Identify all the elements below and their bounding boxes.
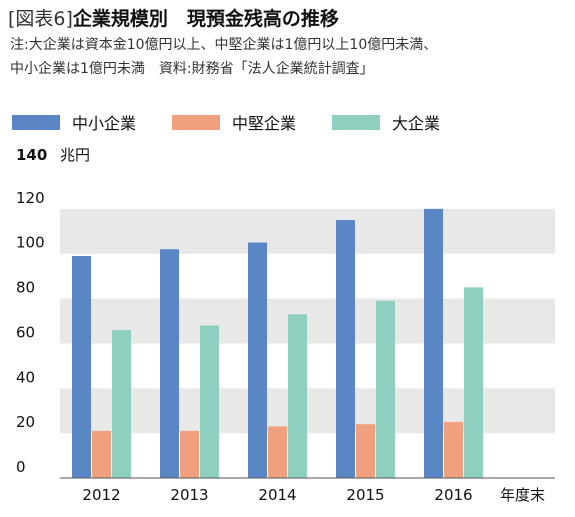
bar-small-2014 [248, 242, 267, 478]
chart-title: 企業規模別 現預金残高の推移 [72, 8, 339, 30]
legend-label-small: 中小企業 [72, 114, 137, 133]
legend-item-mid: 中堅企業 [172, 110, 296, 134]
x-unit-label: 年度末 [500, 486, 545, 504]
bars [72, 208, 483, 479]
legend-item-small: 中小企業 [12, 110, 136, 134]
x-tick-label: 2015 [346, 486, 384, 504]
bar-mid-2014 [268, 426, 287, 478]
bar-large-2015 [376, 300, 395, 478]
x-tick-label: 2016 [434, 486, 472, 504]
y-tick-labels: 0 20 40 60 80 100 120 140 [16, 146, 47, 476]
figure-tag: [図表6] [8, 8, 73, 30]
bar-mid-2013 [180, 430, 199, 478]
bar-small-2012 [72, 255, 91, 478]
bar-large-2013 [200, 325, 219, 478]
x-tick-labels: 2012 2013 2014 2015 2016 [82, 486, 472, 504]
x-tick-label: 2012 [82, 486, 120, 504]
chart-title-row: [図表6] 企業規模別 現預金残高の推移 [8, 4, 339, 31]
bar-large-2014 [288, 314, 307, 478]
legend: 中小企業 中堅企業 大企業 [12, 110, 476, 134]
bar-small-2015 [336, 220, 355, 479]
y-tick-label: 60 [16, 323, 35, 341]
bar-small-2016 [424, 208, 443, 478]
y-unit-label: 兆円 [60, 146, 90, 164]
legend-swatch-small [12, 114, 60, 130]
y-tick-label: 80 [16, 279, 35, 297]
bar-small-2013 [160, 249, 179, 478]
legend-swatch-mid [172, 114, 221, 130]
y-tick-label: 40 [16, 368, 35, 386]
x-tick-label: 2014 [258, 486, 296, 504]
bar-large-2012 [112, 329, 131, 478]
legend-label-large: 大企業 [392, 114, 441, 133]
bar-mid-2012 [92, 430, 111, 478]
y-tick-label: 140 [16, 146, 47, 164]
legend-label-mid: 中堅企業 [232, 114, 297, 133]
y-tick-label: 20 [16, 413, 35, 431]
x-tick-label: 2013 [170, 486, 208, 504]
note-line-2: 中小企業は1億円未満 資料:財務省「法人企業統計調査」 [10, 61, 374, 77]
bar-mid-2015 [356, 424, 375, 478]
y-tick-label: 0 [16, 458, 26, 476]
bar-large-2016 [464, 287, 483, 478]
legend-swatch-large [332, 114, 381, 130]
background-band [60, 208, 555, 254]
y-tick-label: 120 [16, 189, 45, 207]
legend-item-large: 大企業 [332, 110, 440, 134]
y-tick-label: 100 [16, 234, 45, 252]
bar-mid-2016 [444, 421, 463, 478]
note-line-1: 注:大企業は資本金10億円以上、中堅企業は1億円以上10億円未満、 [10, 37, 438, 53]
